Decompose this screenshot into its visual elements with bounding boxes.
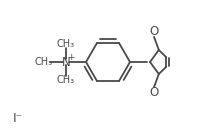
Text: O: O	[149, 86, 159, 99]
Text: I⁻: I⁻	[13, 111, 23, 124]
Text: O: O	[149, 25, 159, 38]
Text: CH₃: CH₃	[57, 39, 75, 49]
Text: CH₃: CH₃	[35, 57, 53, 67]
Text: +: +	[67, 53, 75, 62]
Text: CH₃: CH₃	[57, 75, 75, 85]
Text: N: N	[62, 55, 70, 68]
